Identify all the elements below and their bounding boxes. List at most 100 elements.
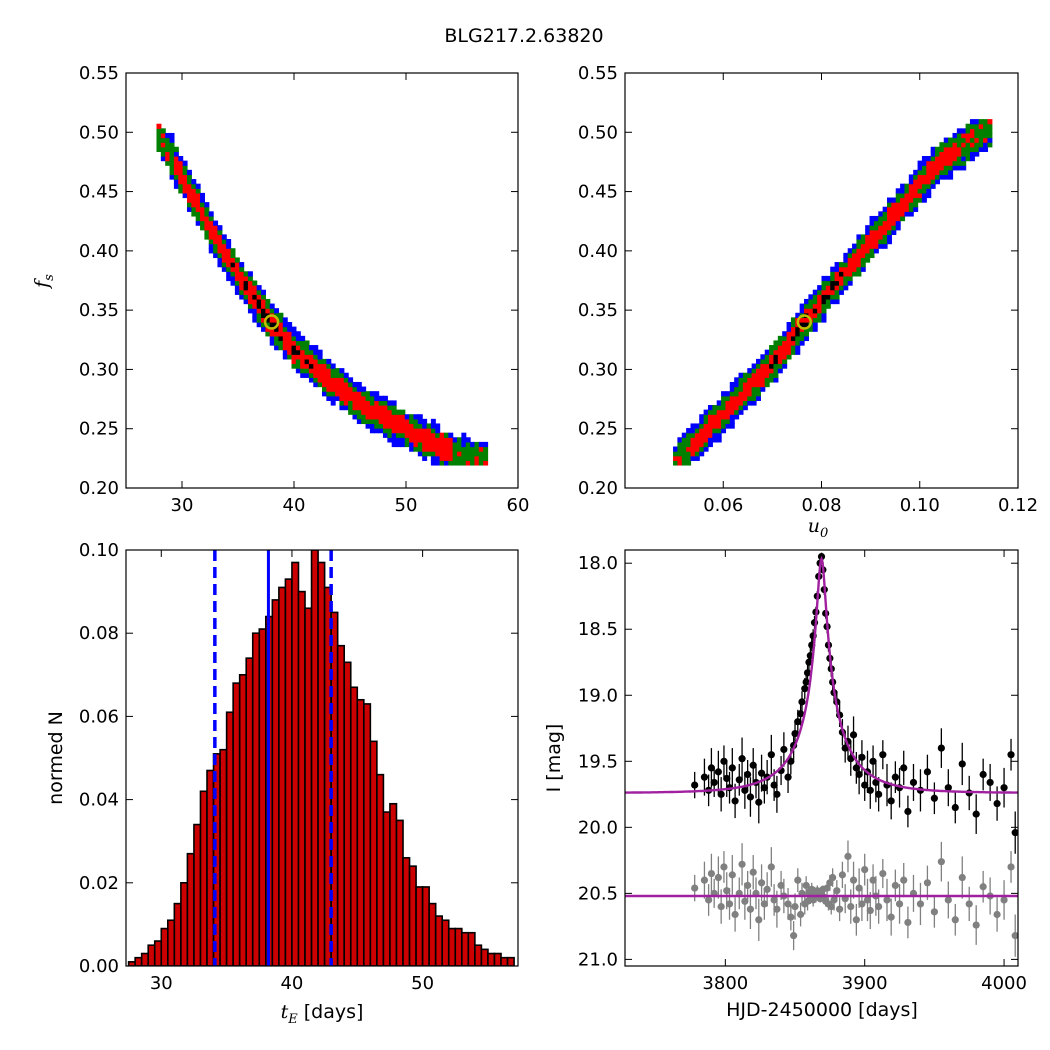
data-point: [875, 902, 883, 911]
heatmap-cell: [339, 372, 345, 378]
heatmap-cell: [908, 179, 914, 185]
heatmap-cell: [790, 340, 796, 346]
heatmap-cell: [230, 275, 236, 282]
heatmap-cell: [948, 169, 954, 176]
heatmap-cell: [204, 234, 210, 240]
heatmap-cell: [747, 400, 753, 406]
heatmap-cell: [769, 354, 775, 360]
heatmap-cell: [439, 455, 445, 461]
heatmap-cell: [869, 220, 875, 226]
heatmap-cell: [961, 160, 967, 166]
heatmap-cell: [777, 345, 783, 351]
histogram-bar: [447, 927, 457, 966]
histogram-bar: [153, 940, 163, 966]
heatmap-cell: [417, 428, 423, 434]
heatmap-cell: [843, 275, 849, 282]
heatmap-cell: [330, 381, 336, 388]
heatmap-cell: [304, 354, 310, 360]
heatmap-cell: [965, 142, 971, 148]
heatmap-cell: [291, 340, 297, 346]
heatmap-cell: [387, 423, 393, 429]
heatmap-cell: [751, 372, 757, 378]
heatmap-cell: [356, 414, 362, 420]
heatmap-cell: [234, 275, 240, 282]
heatmap-cell: [882, 225, 888, 231]
heatmap-cell: [734, 377, 740, 383]
heatmap-cell: [435, 423, 441, 429]
heatmap-cell: [186, 183, 192, 189]
heatmap-cell: [716, 409, 722, 415]
heatmap-cell: [782, 335, 788, 342]
heatmap-cell: [878, 215, 884, 222]
heatmap-cell: [300, 345, 306, 351]
heatmap-cell: [269, 322, 275, 328]
heatmap-cell: [917, 160, 923, 166]
heatmap-cell: [326, 368, 332, 374]
heatmap-cell: [343, 391, 349, 397]
heatmap-cell: [291, 363, 297, 369]
heatmap-cell: [712, 423, 718, 429]
y-tick-label: 0.02: [79, 873, 119, 894]
heatmap-cell: [804, 335, 809, 342]
data-point: [717, 790, 725, 798]
heatmap-cell: [382, 405, 388, 411]
heatmap-cell: [169, 174, 175, 180]
heatmap-cell: [742, 372, 748, 378]
heatmap-cell: [422, 428, 428, 434]
heatmap-cell: [812, 289, 818, 295]
heatmap-cell: [721, 391, 727, 397]
heatmap-cell: [483, 455, 489, 461]
heatmap-cell: [478, 451, 484, 457]
heatmap-cell: [330, 386, 336, 392]
heatmap-cell: [952, 156, 958, 162]
heatmap-cell: [422, 423, 428, 429]
heatmap-cell: [847, 248, 853, 254]
heatmap-cell: [269, 335, 275, 342]
heatmap-cell: [343, 386, 349, 392]
heatmap-cell: [764, 349, 770, 355]
heatmap-cell: [426, 441, 432, 448]
heatmap-cell: [208, 239, 214, 245]
heatmap-cell: [313, 381, 319, 388]
heatmap-cell: [856, 266, 862, 272]
heatmap-cell: [887, 197, 892, 203]
heatmap-cell: [821, 312, 827, 318]
heatmap-cell: [694, 437, 700, 443]
heatmap-cell: [852, 262, 858, 268]
heatmap-cell: [256, 298, 262, 305]
heatmap-cell: [404, 414, 410, 420]
heatmap-cell: [751, 368, 757, 374]
heatmap-cell: [677, 451, 683, 457]
heatmap-cell: [852, 252, 858, 259]
heatmap-cell: [804, 331, 809, 337]
heatmap-cell: [200, 206, 205, 212]
heatmap-cell: [729, 400, 735, 406]
heatmap-cell: [825, 285, 831, 291]
heatmap-cell: [795, 340, 801, 346]
heatmap-cell: [226, 271, 232, 277]
heatmap-cell: [178, 160, 184, 166]
data-point: [916, 900, 925, 908]
heatmap-cell: [247, 271, 253, 277]
heatmap-cell: [195, 220, 201, 226]
heatmap-cell: [369, 395, 375, 401]
heatmap-cell: [443, 446, 449, 452]
histogram-bar: [506, 956, 515, 966]
heatmap-cell: [365, 405, 371, 411]
heatmap-cell: [856, 271, 862, 277]
heatmap-cell: [208, 220, 214, 226]
heatmap-cell: [369, 405, 375, 411]
heatmap-cell: [729, 409, 735, 415]
heatmap-cell: [773, 377, 779, 383]
heatmap-cell: [821, 308, 827, 314]
heatmap-cell: [790, 335, 796, 342]
heatmap-cell: [426, 428, 432, 434]
heatmap-cell: [247, 280, 253, 286]
data-point: [891, 773, 899, 781]
heatmap-cell: [435, 441, 441, 448]
heatmap-cell: [265, 326, 271, 332]
data-point: [794, 876, 802, 884]
heatmap-cell: [703, 441, 709, 448]
heatmap-cell: [878, 234, 884, 240]
